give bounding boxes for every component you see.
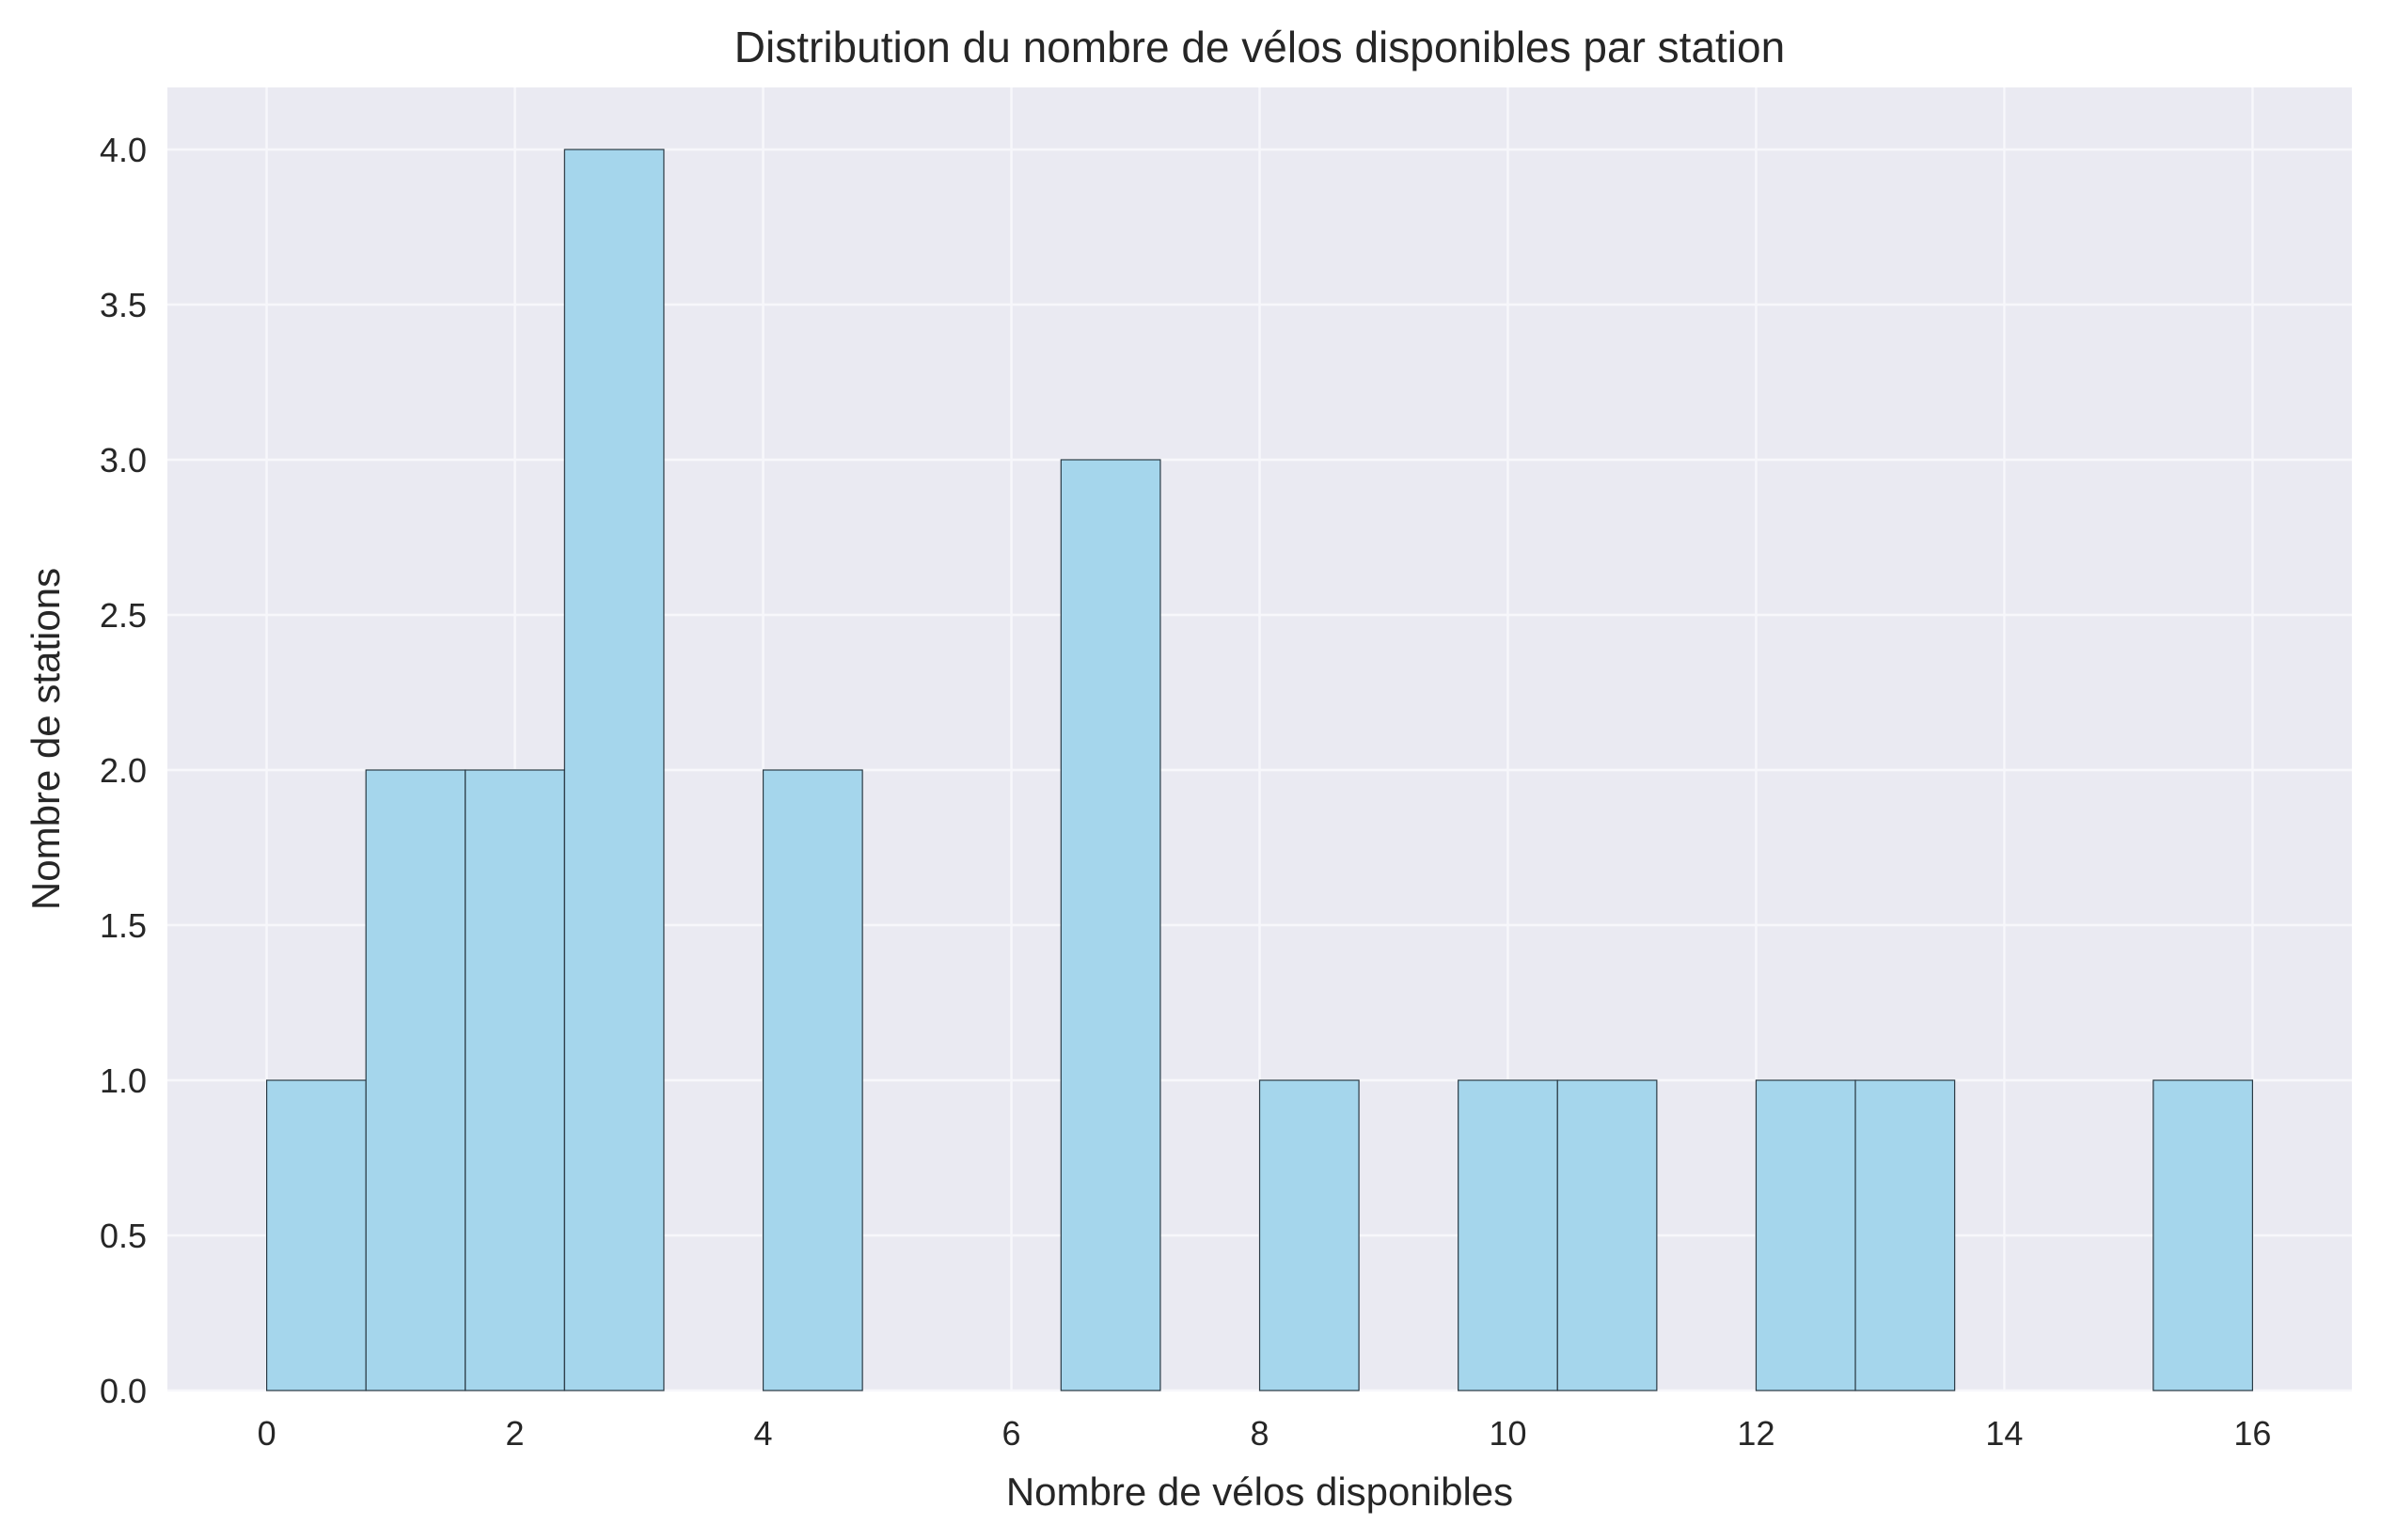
y-tick-label: 3.0 [100, 441, 147, 479]
y-tick-label: 0.5 [100, 1217, 147, 1255]
x-axis-label: Nombre de vélos disponibles [1006, 1469, 1513, 1514]
histogram-bar [1755, 1079, 1856, 1391]
y-tick-label: 3.5 [100, 286, 147, 324]
bar-layer [265, 149, 2254, 1391]
x-tick-label: 12 [1737, 1414, 1774, 1453]
histogram-bar [2152, 1079, 2254, 1391]
y-tick-label: 2.0 [100, 751, 147, 790]
x-tick-label: 0 [258, 1414, 276, 1453]
y-tick-label: 2.5 [100, 596, 147, 635]
histogram-bar [465, 769, 565, 1391]
histogram-bar [1258, 1079, 1360, 1391]
histogram-bar [1854, 1079, 1956, 1391]
y-tick-label: 1.5 [100, 906, 147, 945]
x-tick-label: 8 [1250, 1414, 1269, 1453]
histogram-bar [1556, 1079, 1658, 1391]
y-tick-layer: 0.0 0.5 1.0 1.5 2.0 2.5 3.0 3.5 4.0 [100, 131, 147, 1410]
histogram-bar [563, 149, 665, 1391]
y-tick-label: 1.0 [100, 1061, 147, 1100]
x-tick-label: 4 [754, 1414, 773, 1453]
histogram-bar [265, 1079, 367, 1391]
x-tick-label: 2 [506, 1414, 525, 1453]
y-tick-label: 0.0 [100, 1372, 147, 1410]
x-tick-label: 6 [1002, 1414, 1021, 1453]
histogram-bar [1458, 1079, 1558, 1391]
y-tick-label: 4.0 [100, 131, 147, 169]
chart-title: Distribution du nombre de vélos disponib… [734, 23, 1785, 71]
x-tick-layer: 0 2 4 6 8 10 12 14 16 [258, 1414, 2272, 1453]
histogram-bar [762, 769, 863, 1391]
x-tick-label: 16 [2233, 1414, 2271, 1453]
histogram-bar [1060, 459, 1161, 1391]
y-axis-label: Nombre de stations [24, 568, 68, 910]
histogram-bar [365, 769, 466, 1391]
x-tick-label: 14 [1985, 1414, 2023, 1453]
x-tick-label: 10 [1489, 1414, 1526, 1453]
